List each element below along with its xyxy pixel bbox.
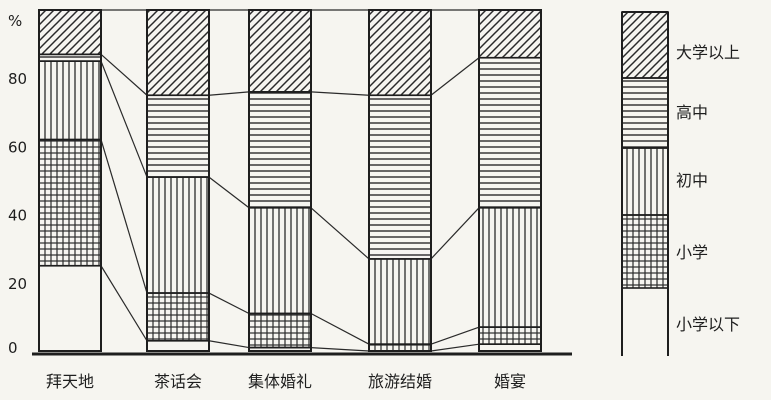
connector-line xyxy=(100,60,148,178)
bar-segment xyxy=(38,264,102,352)
bar-segment xyxy=(38,138,102,267)
y-tick-label: 80 xyxy=(8,70,27,88)
bar-segment xyxy=(368,9,432,97)
y-tick-label: 20 xyxy=(8,275,27,293)
bar-segment xyxy=(38,9,102,56)
legend-swatch xyxy=(621,147,669,216)
bar-segment xyxy=(478,206,542,328)
connector-line xyxy=(208,91,250,96)
bar-frame xyxy=(478,9,542,352)
y-tick-label: 40 xyxy=(8,207,27,225)
bar-segment xyxy=(248,91,312,209)
connector-line xyxy=(100,265,148,342)
bar-segment xyxy=(478,343,542,352)
bar-segment xyxy=(368,94,432,260)
bar-segment xyxy=(248,312,312,349)
category-label: 旅游结婚 xyxy=(368,372,432,391)
connector-line xyxy=(100,139,148,294)
connector-line xyxy=(310,312,370,345)
category-label: 茶话会 xyxy=(154,372,202,391)
bar-segment xyxy=(248,9,312,93)
bar-frame xyxy=(38,9,102,352)
legend-label: 大学以上 xyxy=(676,43,740,62)
legend-swatch xyxy=(621,214,669,289)
y-axis-unit: % xyxy=(8,12,22,30)
bar-segment xyxy=(146,9,210,97)
bar-segment xyxy=(146,339,210,352)
connector-line xyxy=(430,57,480,96)
bar-frame xyxy=(146,9,210,352)
connector-line xyxy=(208,176,250,209)
bar-frame xyxy=(248,9,312,352)
bar-segment xyxy=(38,60,102,141)
y-tick-label: 0 xyxy=(8,339,18,357)
connector-line xyxy=(208,340,250,349)
connector-line xyxy=(310,207,370,260)
legend-label: 初中 xyxy=(676,171,708,190)
connector-line xyxy=(430,343,480,352)
legend-label: 小学 xyxy=(676,243,708,262)
legend-swatch xyxy=(621,11,669,79)
connector-line xyxy=(310,346,370,352)
bar-segment xyxy=(478,56,542,209)
bar-segment xyxy=(38,53,102,62)
y-tick-label: 60 xyxy=(8,138,27,156)
bar-segment xyxy=(368,343,432,352)
bar-segment xyxy=(248,206,312,315)
bar-segment xyxy=(368,258,432,345)
bar-segment xyxy=(146,292,210,342)
legend-swatch xyxy=(621,77,669,149)
bar-frame xyxy=(368,9,432,352)
bar-segment xyxy=(478,326,542,345)
bar-segment xyxy=(146,176,210,294)
legend-label: 小学以下 xyxy=(676,315,740,334)
bar-segment xyxy=(478,9,542,59)
bar-segment xyxy=(146,94,210,178)
connector-line xyxy=(310,91,370,96)
connector-line xyxy=(430,207,480,260)
legend-label: 高中 xyxy=(676,103,708,122)
connector-line xyxy=(100,53,148,96)
category-label: 婚宴 xyxy=(494,372,526,391)
category-label: 拜天地 xyxy=(46,372,94,391)
connector-line xyxy=(208,292,250,315)
connector-line xyxy=(430,326,480,345)
category-label: 集体婚礼 xyxy=(248,372,312,391)
